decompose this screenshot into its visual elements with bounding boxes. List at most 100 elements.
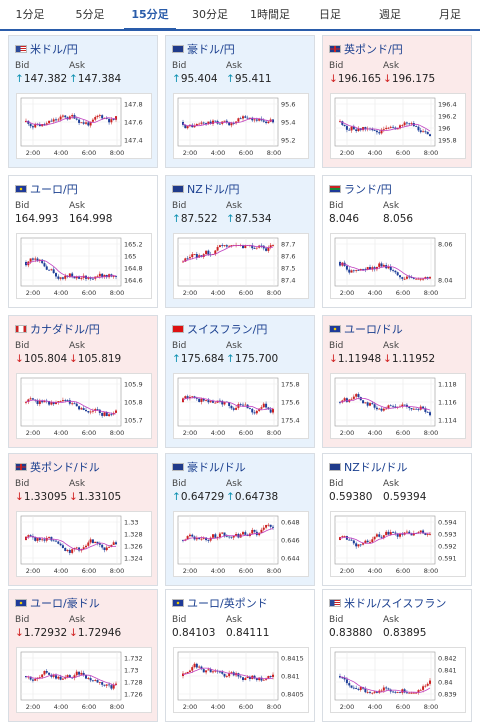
candle-body (246, 117, 249, 119)
candle-body (355, 543, 358, 547)
flag-icon (15, 45, 27, 53)
pair-name[interactable]: ユーロ/豪ドル (30, 597, 100, 610)
pair-name[interactable]: ランド/円 (344, 183, 392, 196)
candle-body (91, 680, 94, 682)
ask-label: Ask (226, 615, 243, 625)
pair-title[interactable]: NZドル/円 (172, 181, 240, 196)
pair-title[interactable]: ユーロ/ドル (329, 321, 403, 336)
mini-chart[interactable]: 2:00 4:00 6:00 8:00 105.9 105.8 105.7 (16, 373, 152, 439)
candle-body (408, 407, 411, 409)
rate-card[interactable]: NZドル/円 Bid Ask ↑87.522 ↑87.534 2:00 4:00 6:00 8:… (165, 175, 315, 308)
candle-body (253, 119, 256, 121)
tab-6[interactable]: 日足 (319, 8, 341, 21)
pair-title[interactable]: 米ドル/スイスフラン (329, 595, 447, 610)
mini-chart[interactable]: 2:00 4:00 6:00 8:00 0.648 0.646 0.644 (173, 511, 309, 577)
pair-title[interactable]: 豪ドル/ドル (172, 459, 246, 474)
pair-name[interactable]: 英ポンド/円 (344, 43, 403, 56)
rate-card[interactable]: ユーロ/豪ドル Bid Ask ↓1.72932 ↓1.72946 2:00 4:00 6:0… (8, 589, 158, 722)
candle-body (55, 119, 57, 121)
bid-value: ↓1.72932 (15, 627, 67, 639)
candle-body (339, 402, 341, 403)
bid-label: Bid (15, 201, 30, 211)
pair-title[interactable]: NZドル/ドル (329, 459, 408, 474)
pair-name[interactable]: ユーロ/英ポンド (187, 597, 268, 610)
candle-body (265, 403, 268, 408)
pair-name[interactable]: 豪ドル/円 (187, 43, 235, 56)
pair-name[interactable]: 米ドル/スイスフラン (344, 597, 447, 610)
candle-body (205, 250, 208, 255)
pair-title[interactable]: ランド/円 (329, 181, 392, 196)
rate-card[interactable]: ユーロ/ドル Bid Ask ↓1.11948 ↓1.11952 2:00 4:00 6:00… (322, 315, 472, 448)
rate-card[interactable]: 豪ドル/円 Bid Ask ↑95.404 ↑95.411 2:00 4:00 6:00 8:0… (165, 35, 315, 168)
mini-chart[interactable]: 2:00 4:00 6:00 8:00 1.118 1.116 1.114 (330, 373, 466, 439)
candle-body (341, 677, 344, 679)
rate-card[interactable]: カナダドル/円 Bid Ask ↓105.804 ↓105.819 2:00 4:00 6:0… (8, 315, 158, 448)
mini-chart[interactable]: 2:00 4:00 6:00 8:00 0.594 0.593 0.592 0.591 (330, 511, 466, 577)
y-tick-label: 0.648 (281, 519, 300, 527)
rate-card[interactable]: 英ポンド/円 Bid Ask ↓196.165 ↓196.175 2:00 4:00 6:00… (322, 35, 472, 168)
mini-chart[interactable]: 2:00 4:00 6:00 8:00 0.842 0.841 0.84 0.839 (330, 647, 466, 713)
mini-chart[interactable]: 2:00 4:00 6:00 8:00 8.06 8.04 (330, 233, 466, 299)
candle-body (392, 126, 395, 128)
mini-chart[interactable]: 2:00 4:00 6:00 8:00 0.8415 0.841 0.8405 (173, 647, 309, 713)
pair-title[interactable]: 豪ドル/円 (172, 41, 235, 56)
pair-title[interactable]: スイスフラン/円 (172, 321, 268, 336)
candle-body (85, 545, 87, 548)
candle-body (115, 116, 117, 120)
pair-title[interactable]: 英ポンド/ドル (15, 459, 100, 474)
mini-chart[interactable]: 2:00 4:00 6:00 8:00 1.732 1.73 1.728 1.726 (16, 647, 152, 713)
tab-2[interactable]: 5分足 (75, 8, 105, 21)
pair-name[interactable]: ユーロ/ドル (344, 323, 403, 336)
ask-price: 105.819 (77, 353, 122, 365)
rate-card[interactable]: 英ポンド/ドル Bid Ask ↓1.33095 ↓1.33105 2:00 4:00 6:0… (8, 453, 158, 586)
rate-card[interactable]: 豪ドル/ドル Bid Ask ↑0.64729 ↑0.64738 2:00 4:00 6:00… (165, 453, 315, 586)
rate-card[interactable]: NZドル/ドル Bid Ask 0.59380 0.59394 2:00 4:00 6:00 8… (322, 453, 472, 586)
moving-average-line (339, 397, 431, 411)
pair-name[interactable]: ユーロ/円 (30, 183, 78, 196)
candle-body (251, 117, 254, 121)
pair-title[interactable]: カナダドル/円 (15, 321, 100, 336)
tab-1[interactable]: 1分足 (15, 8, 45, 21)
pair-name[interactable]: 米ドル/円 (30, 43, 78, 56)
rate-card[interactable]: ユーロ/英ポンド Bid Ask 0.84103 0.84111 2:00 4:00 6:00… (165, 589, 315, 722)
y-tick-label: 164.6 (124, 277, 143, 285)
x-tick-label: 6:00 (239, 149, 254, 157)
candle-body (408, 531, 411, 534)
tab-8[interactable]: 月足 (439, 8, 461, 21)
tab-7[interactable]: 週足 (379, 8, 401, 21)
mini-chart[interactable]: 2:00 4:00 6:00 8:00 175.8 175.6 175.4 (173, 373, 309, 439)
rate-card[interactable]: ランド/円 Bid Ask 8.046 8.056 2:00 4:00 6:00 8:00 8.0… (322, 175, 472, 308)
mini-chart[interactable]: 2:00 4:00 6:00 8:00 196.4 196.2 196 195.8 (330, 93, 466, 159)
pair-name[interactable]: NZドル/円 (187, 183, 240, 196)
pair-title[interactable]: ユーロ/豪ドル (15, 595, 100, 610)
mini-chart[interactable]: 2:00 4:00 6:00 8:00 95.6 95.4 95.2 (173, 93, 309, 159)
pair-name[interactable]: カナダドル/円 (30, 323, 100, 336)
tab-3[interactable]: 15分足 (120, 0, 180, 31)
mini-chart[interactable]: 2:00 4:00 6:00 8:00 1.33 1.328 1.326 1.324 (16, 511, 152, 577)
trend-arrow-icon: ↑ (226, 491, 235, 503)
pair-title[interactable]: 米ドル/円 (15, 41, 78, 56)
rate-card[interactable]: スイスフラン/円 Bid Ask ↑175.684 ↑175.700 2:00 4:00 6:… (165, 315, 315, 448)
rate-card[interactable]: 米ドル/スイスフラン Bid Ask 0.83880 0.83895 2:00 4:00 6:… (322, 589, 472, 722)
pair-title[interactable]: ユーロ/円 (15, 181, 78, 196)
pair-title[interactable]: 英ポンド/円 (329, 41, 403, 56)
candle-body (373, 267, 376, 270)
rate-card[interactable]: ユーロ/円 Bid Ask 164.993 164.998 2:00 4:00 6:00 8:0… (8, 175, 158, 308)
flag-icon (172, 463, 184, 471)
mini-chart[interactable]: 2:00 4:00 6:00 8:00 165.2 165 164.8 164.6 (16, 233, 152, 299)
candle-body (385, 531, 388, 536)
mini-chart[interactable]: 2:00 4:00 6:00 8:00 147.8 147.6 147.4 (16, 93, 152, 159)
pair-name[interactable]: スイスフラン/円 (187, 323, 268, 336)
tab-5[interactable]: 1時間足 (250, 8, 290, 21)
pair-title[interactable]: ユーロ/英ポンド (172, 595, 268, 610)
candle-body (265, 525, 268, 528)
mini-chart[interactable]: 2:00 4:00 6:00 8:00 87.7 87.6 87.5 87.4 (173, 233, 309, 299)
x-tick-label: 8:00 (267, 429, 282, 437)
pair-name[interactable]: 豪ドル/ドル (187, 461, 246, 474)
pair-name[interactable]: NZドル/ドル (344, 461, 408, 474)
candle-body (415, 126, 418, 127)
candle-body (108, 684, 111, 686)
pair-name[interactable]: 英ポンド/ドル (30, 461, 100, 474)
rate-card[interactable]: 米ドル/円 Bid Ask ↑147.382 ↑147.384 2:00 4:00 6:00 8… (8, 35, 158, 168)
tab-4[interactable]: 30分足 (192, 8, 228, 21)
